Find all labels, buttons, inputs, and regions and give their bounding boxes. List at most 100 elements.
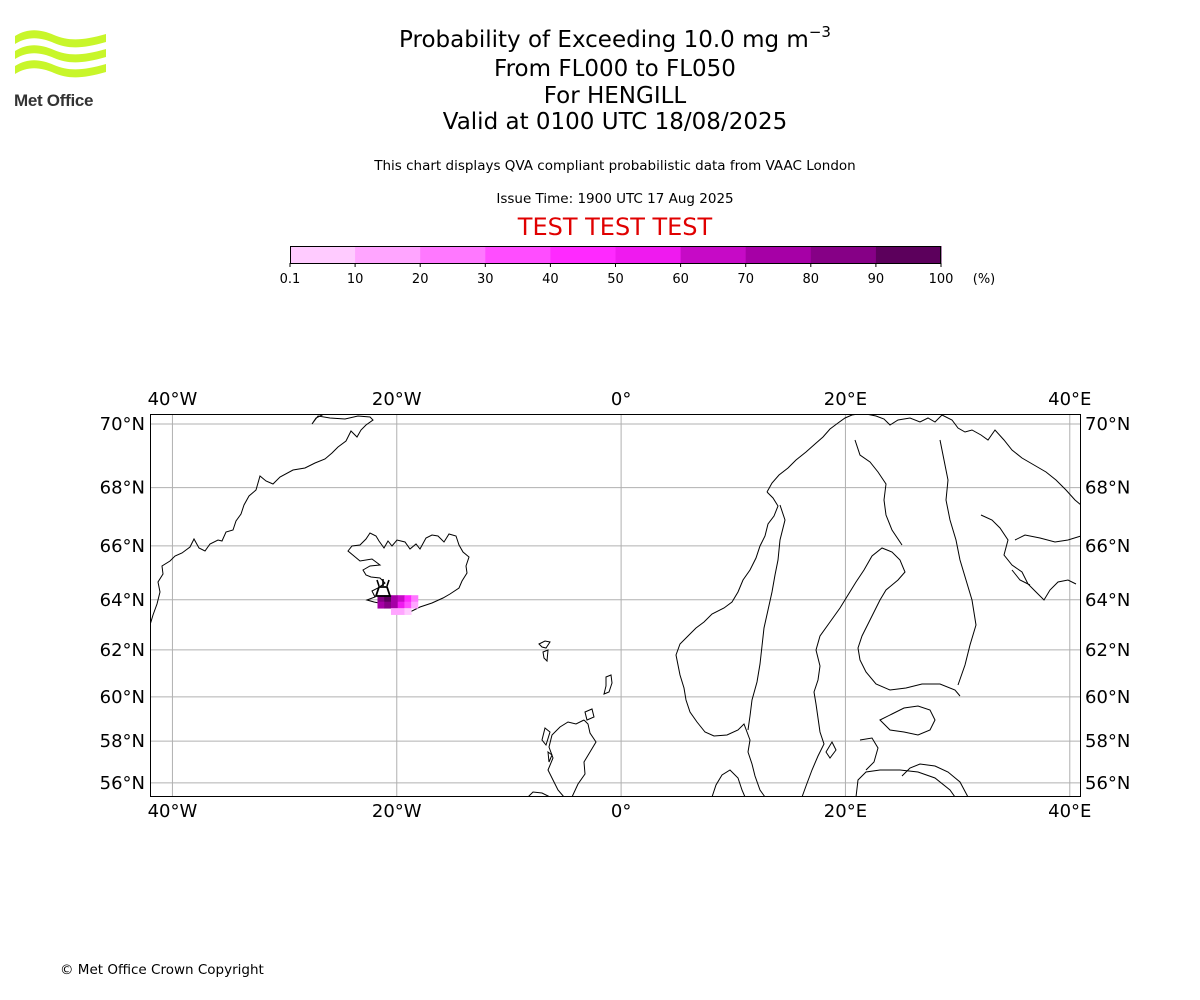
longitude-label: 40°E [1048,389,1091,410]
latitude-label: 66°N [100,536,145,557]
plume-cell [377,595,385,603]
colorbar-segment [355,246,421,263]
colorbar-segment [420,246,486,263]
plume-cell [384,595,392,603]
plume-cell [404,595,412,603]
coastline-shetland [603,674,613,695]
latitude-label: 64°N [100,590,145,611]
latitude-label: 66°N [1085,536,1130,557]
colorbar-tick-label: 100 [929,272,954,287]
plume-cell [390,601,399,609]
coastline-iceland [347,532,470,613]
longitude-label: 0° [611,389,631,410]
colorbar-tick-label: 50 [607,272,624,287]
volcano-marker [374,579,392,597]
colorbar-segment [810,246,877,263]
longitude-label: 40°W [148,801,198,822]
latitude-label: 58°N [1085,731,1130,752]
latitude-label: 58°N [100,731,145,752]
title-unit-exponent: −3 [808,23,831,41]
colorbar-segment [680,246,747,263]
colorbar-tick-label: 70 [737,272,754,287]
met-office-wave-icon [15,30,106,78]
coastline-hebrides [541,727,553,763]
border-finland [854,439,977,686]
plume-cell [404,608,412,615]
map-frame [150,414,1081,797]
colorbar-segment [615,246,682,263]
logo-text: Met Office [14,91,94,110]
ash-plume [377,595,419,615]
longitude-label: 20°W [372,389,422,410]
latitude-label: 70°N [1085,414,1130,435]
colorbar-tick-label: 90 [868,272,885,287]
colorbar-segment [290,246,356,263]
plume-cell [390,608,399,615]
colorbar-tick-label: 30 [477,272,494,287]
latitude-label: 60°N [100,687,145,708]
colorbar-segment [550,246,616,263]
latitude-label: 68°N [1085,478,1130,499]
plume-cell [411,595,419,603]
latitude-label: 62°N [100,640,145,661]
coastline-south-baltic [901,763,969,797]
coastline-orkney [584,708,595,721]
coastline-greenland [150,414,374,626]
coastline-britain [547,719,597,797]
plume-cell [397,595,405,603]
chart-description: This chart displays QVA compliant probab… [374,158,856,174]
colorbar-segment [745,246,812,263]
probability-colorbar: 0.1 10 20 30 40 50 60 70 80 90 100 (%) [280,246,996,287]
colorbar-tick-label: 0.1 [280,272,301,287]
longitude-label: 40°E [1048,801,1091,822]
title-levels: From FL000 to FL050 [494,56,736,82]
plume-cell [384,601,392,609]
latitude-label: 62°N [1085,640,1130,661]
title-main-text: Probability of Exceeding 10.0 mg m [399,27,809,53]
colorbar-tick-label: 10 [347,272,364,287]
latitude-label: 64°N [1085,590,1130,611]
latitude-label: 56°N [1085,773,1130,794]
coastline-denmark [711,740,837,797]
plume-cell [411,601,419,609]
longitude-label: 20°E [824,389,867,410]
colorbar-segment [875,246,942,263]
title-valid-time: Valid at 0100 UTC 18/08/2025 [442,109,788,135]
coastlines [150,414,1081,797]
test-banner: TEST TEST TEST [517,213,713,241]
plume-cell [404,601,412,609]
title-main: Probability of Exceeding 10.0 mg m−3 [0,24,1200,56]
plume-cell [377,601,385,609]
border-sweden-norway [747,504,786,731]
issue-time: Issue Time: 1900 UTC 17 Aug 2025 [496,191,734,207]
copyright: © Met Office Crown Copyright [60,962,264,978]
gridlines [150,414,1081,797]
latitude-label: 68°N [100,478,145,499]
title-volcano: For HENGILL [543,82,687,109]
latitude-label: 70°N [100,414,145,435]
coastline-faroes [538,640,551,663]
colorbar-tick-label: 60 [672,272,689,287]
chart-title: Probability of Exceeding 10.0 mg m−3 Fro… [0,24,1200,136]
longitude-label: 20°E [824,801,867,822]
plume-cell [390,595,399,603]
coastline-gulf-of-finland [859,705,936,771]
longitude-label: 40°W [148,389,198,410]
latitude-label: 60°N [1085,687,1130,708]
plume-cell [397,601,405,609]
colorbar-tick-label: 40 [542,272,559,287]
plume-cell [397,608,405,615]
longitude-label: 20°W [372,801,422,822]
latitude-label: 56°N [100,773,145,794]
met-office-logo: Met Office [14,30,108,112]
colorbar-tick-label: 20 [412,272,429,287]
coastline-scandinavia [675,414,1081,797]
colorbar-segment [485,246,551,263]
colorbar-tick-label: 80 [803,272,820,287]
coastline-ireland [527,791,551,797]
longitude-label: 0° [611,801,631,822]
map-axis-labels: 40°W 40°W 20°W 20°W 0° 0° 20°E 20°E 40°E 40°E 70°N… [100,389,1131,822]
coastline-baltic [801,547,961,797]
colorbar-unit-label: (%) [973,272,996,287]
